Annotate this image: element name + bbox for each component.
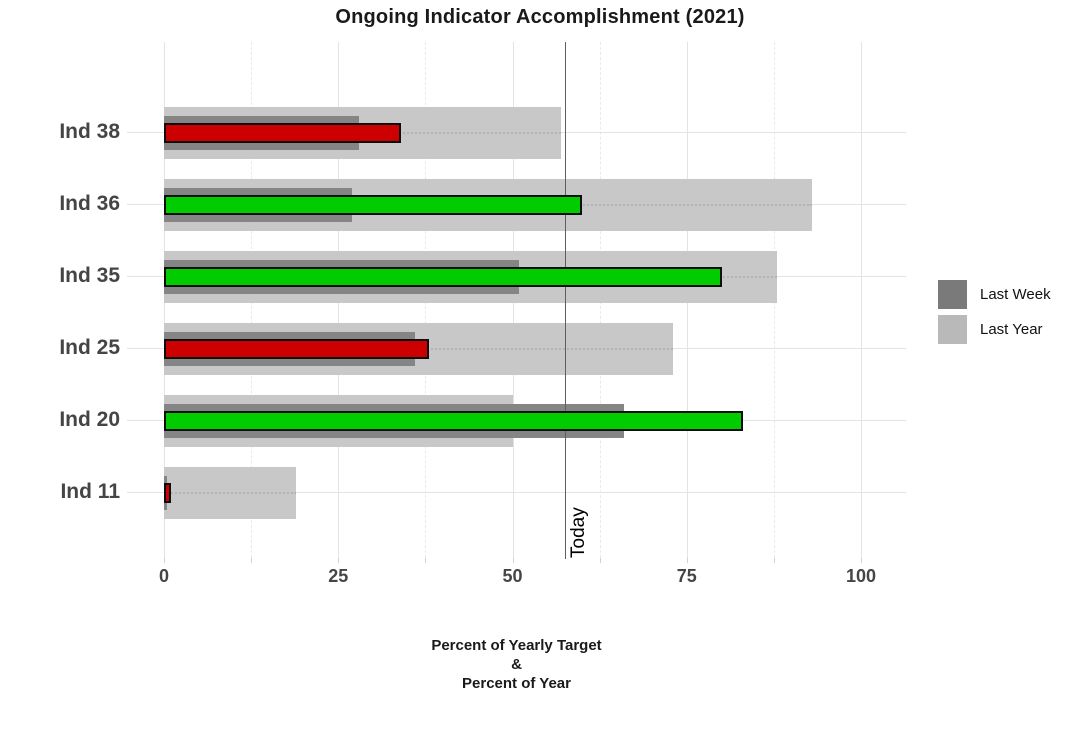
x-axis-caption-line: Percent of Yearly Target — [431, 637, 602, 654]
x-axis-caption-line: Percent of Year — [462, 675, 571, 692]
x-axis-tick-label: 75 — [676, 566, 697, 586]
x-axis-caption-line: & — [511, 656, 522, 673]
x-axis-tick — [686, 558, 688, 563]
x-axis-tick-label: 50 — [502, 566, 523, 586]
today-line-label: Today — [567, 507, 589, 558]
x-axis-tick-label: 25 — [328, 566, 349, 586]
legend: Last Week Last Year — [938, 280, 1051, 350]
y-axis-label: Ind 35 — [59, 264, 120, 287]
x-axis-tick — [251, 558, 253, 563]
x-axis-tick-label: 100 — [845, 566, 877, 586]
legend-label: Last Week — [980, 286, 1051, 303]
chart-title: Ongoing Indicator Accomplishment (2021) — [335, 6, 745, 28]
y-axis-label: Ind 38 — [59, 120, 120, 143]
y-axis-label: Ind 36 — [59, 192, 120, 215]
gridline-vertical-major — [861, 42, 862, 558]
bar-last-year — [164, 467, 297, 519]
y-axis-label: Ind 25 — [59, 336, 120, 359]
y-axis-label: Ind 20 — [59, 408, 120, 431]
legend-swatch — [938, 280, 967, 309]
x-axis-tick — [861, 558, 862, 563]
x-axis-tick — [425, 558, 427, 563]
y-axis-label: Ind 11 — [60, 480, 120, 503]
bar-current-value — [164, 195, 583, 215]
gridline-dotted-overlay — [164, 492, 297, 494]
bar-current-value — [164, 483, 171, 503]
x-axis-tick — [338, 558, 340, 563]
gridline-horizontal — [127, 492, 906, 493]
legend-item: Last Year — [938, 315, 1051, 344]
bar-current-value — [164, 411, 743, 431]
today-reference-line — [564, 42, 566, 559]
x-axis-tick — [164, 558, 165, 563]
bar-current-value — [164, 123, 401, 143]
x-axis-caption: Percent of Yearly Target & Percent of Ye… — [127, 636, 906, 693]
bar-current-value — [164, 339, 429, 359]
x-axis-tick — [599, 558, 601, 563]
x-axis-tick — [773, 558, 775, 563]
x-axis-tick-label: 0 — [158, 566, 169, 586]
legend-item: Last Week — [938, 280, 1051, 309]
legend-label: Last Year — [980, 321, 1043, 338]
legend-swatch — [938, 315, 967, 344]
x-axis-tick — [512, 558, 514, 563]
bar-current-value — [164, 267, 722, 287]
